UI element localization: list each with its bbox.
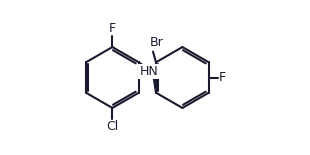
Text: F: F (219, 71, 226, 84)
Text: HN: HN (140, 65, 158, 78)
Text: F: F (109, 22, 116, 35)
Text: Br: Br (150, 36, 164, 49)
Text: Cl: Cl (106, 120, 118, 133)
